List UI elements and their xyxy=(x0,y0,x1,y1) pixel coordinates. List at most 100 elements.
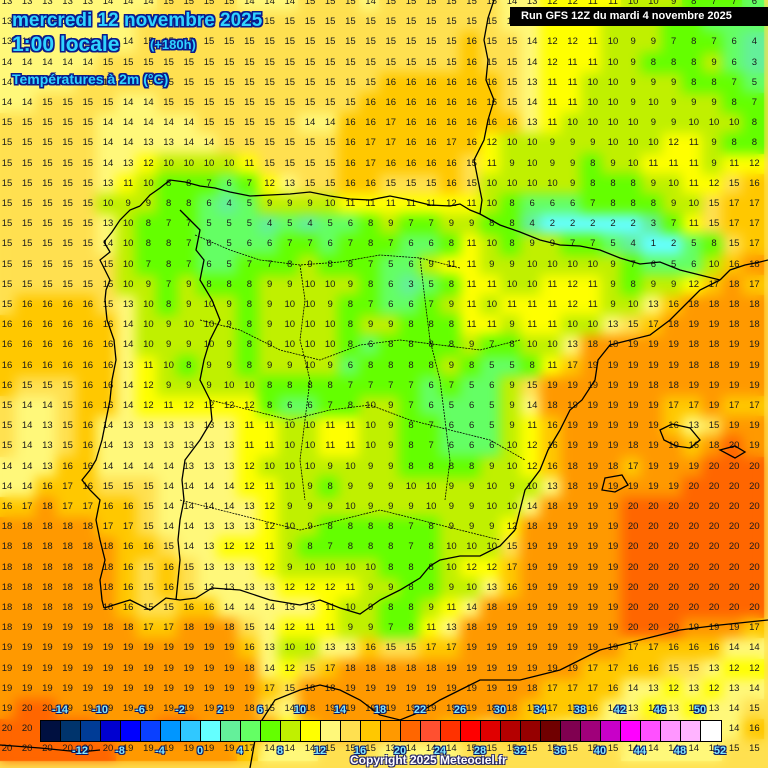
temperature-value: 10 xyxy=(203,319,215,331)
temperature-value: 15 xyxy=(446,36,457,48)
temperature-value: 15 xyxy=(425,36,437,48)
temperature-value: 11 xyxy=(527,299,538,310)
temperature-value: 13 xyxy=(668,703,679,714)
temperature-value: 9 xyxy=(388,440,394,452)
temperature-value: 8 xyxy=(347,541,354,553)
temperature-value: 12 xyxy=(526,460,538,472)
temperature-value: 19 xyxy=(627,480,639,492)
temperature-value: 19 xyxy=(587,480,599,492)
temperature-value: 10 xyxy=(526,157,538,169)
temperature-value: 15 xyxy=(324,137,336,149)
temperature-value: 18 xyxy=(62,541,73,553)
temperature-value: 18 xyxy=(42,541,53,553)
temperature-value: 16 xyxy=(102,319,114,331)
temperature-value: 19 xyxy=(82,602,94,613)
temperature-value: 14 xyxy=(122,319,134,331)
temperature-value: 11 xyxy=(486,319,497,331)
temperature-value: 7 xyxy=(408,379,414,391)
temperature-value: 12 xyxy=(183,400,195,411)
legend-label-bottom: 48 xyxy=(673,745,687,757)
temperature-value: 10 xyxy=(284,319,296,331)
temperature-value: 16 xyxy=(102,501,114,512)
temperature-value: 18 xyxy=(405,662,417,674)
temperature-value: 10 xyxy=(324,319,336,331)
temperature-value: 11 xyxy=(466,299,477,310)
temperature-value: 10 xyxy=(668,177,679,189)
temperature-value: 10 xyxy=(304,561,316,573)
temperature-value: 10 xyxy=(365,561,376,573)
temperature-value: 6 xyxy=(347,218,354,230)
temperature-value: 13 xyxy=(708,662,720,674)
temperature-value: 16 xyxy=(466,97,477,108)
temperature-value: 14 xyxy=(21,97,33,108)
temperature-value: 15 xyxy=(203,16,215,28)
temperature-value: 19 xyxy=(42,642,53,654)
temperature-value: 16 xyxy=(405,117,417,129)
temperature-value: 10 xyxy=(526,258,538,270)
temperature-value: 19 xyxy=(486,662,498,674)
temperature-value: 19 xyxy=(143,662,154,674)
temperature-value: 16 xyxy=(446,117,457,129)
temperature-value: 19 xyxy=(567,501,578,512)
temperature-value: 8 xyxy=(711,76,717,88)
temperature-value: 8 xyxy=(731,97,737,108)
temperature-value: 19 xyxy=(547,662,558,674)
temperature-value: 7 xyxy=(165,278,172,290)
temperature-value: 10 xyxy=(264,460,275,472)
temperature-value: 19 xyxy=(163,743,174,755)
temperature-value: 19 xyxy=(122,682,134,694)
temperature-value: 16 xyxy=(21,319,33,331)
temperature-value: 8 xyxy=(428,581,434,593)
temperature-value: 19 xyxy=(607,379,619,391)
temperature-value: 15 xyxy=(122,480,134,492)
model-run-label: Run GFS 12Z du mardi 4 novembre 2025 xyxy=(510,7,768,26)
legend-label-bottom: -12 xyxy=(72,745,88,757)
temperature-value: 7 xyxy=(327,541,333,553)
temperature-value: 19 xyxy=(405,682,417,694)
temperature-value: 8 xyxy=(691,56,697,68)
temperature-value: 10 xyxy=(526,137,538,149)
temperature-value: 19 xyxy=(1,662,13,674)
temperature-value: 9 xyxy=(711,157,717,169)
legend-swatch xyxy=(561,721,581,741)
temperature-value: 19 xyxy=(62,662,73,674)
temperature-value: 14 xyxy=(264,662,275,674)
temperature-value: 10 xyxy=(324,339,336,351)
temperature-value: 14 xyxy=(163,501,174,512)
temperature-value: 17 xyxy=(688,400,700,411)
legend-swatch xyxy=(681,721,701,741)
temperature-value: 18 xyxy=(607,460,619,472)
temperature-value: 18 xyxy=(1,561,13,573)
temperature-value: 14 xyxy=(21,76,33,88)
temperature-value: 12 xyxy=(486,561,498,573)
temperature-value: 18 xyxy=(526,682,538,694)
temperature-value: 6 xyxy=(549,198,556,209)
legend-label-top: -6 xyxy=(135,704,145,716)
temperature-value: 15 xyxy=(264,76,275,88)
temperature-value: 13 xyxy=(203,581,215,593)
temperature-value: 10 xyxy=(122,278,134,290)
temperature-value: 8 xyxy=(327,521,333,533)
temperature-value: 19 xyxy=(223,662,235,674)
temperature-value: 20 xyxy=(688,521,700,533)
legend-label-top: 46 xyxy=(653,704,667,716)
temperature-value: 19 xyxy=(82,642,94,654)
legend-swatch xyxy=(481,721,501,741)
temperature-value: 10 xyxy=(587,258,599,270)
temperature-value: 10 xyxy=(567,117,578,129)
temperature-value: 13 xyxy=(728,682,740,694)
temperature-value: 14 xyxy=(324,117,336,129)
temperature-value: 10 xyxy=(728,117,740,129)
temperature-value: 13 xyxy=(122,157,134,169)
temperature-value: 11 xyxy=(547,76,558,88)
temperature-value: 19 xyxy=(102,662,114,674)
temperature-value: 18 xyxy=(728,299,740,310)
temperature-value: 15 xyxy=(749,703,760,714)
forecast-time: 1:00 locale xyxy=(12,33,120,56)
temperature-value: 16 xyxy=(143,541,154,553)
temperature-value: 16 xyxy=(82,379,94,391)
temperature-value: 15 xyxy=(42,177,53,189)
temperature-value: 19 xyxy=(244,682,255,694)
legend-label-bottom: 8 xyxy=(276,745,284,757)
temperature-value: 15 xyxy=(264,36,275,48)
